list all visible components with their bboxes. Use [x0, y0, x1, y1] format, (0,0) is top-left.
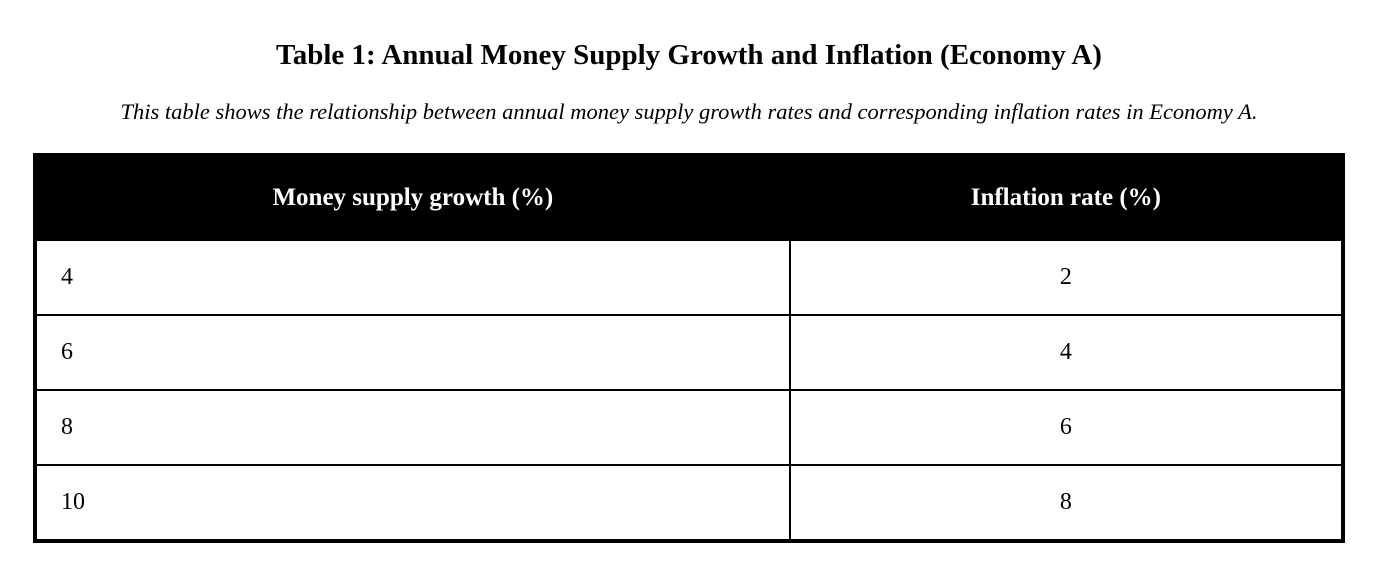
cell-money-supply-growth: 10 [34, 464, 791, 542]
table-caption: This table shows the relationship betwee… [120, 98, 1258, 124]
table-header-row: Money supply growth (%) Inflation rate (… [34, 154, 1345, 241]
table-row: 10 8 [34, 464, 1345, 542]
cell-money-supply-growth: 8 [34, 389, 791, 466]
table-title: Table 1: Annual Money Supply Growth and … [276, 39, 1102, 71]
cell-inflation-rate: 6 [788, 389, 1345, 466]
cell-inflation-rate: 8 [788, 464, 1345, 542]
table-row: 8 6 [34, 389, 1345, 466]
money-supply-inflation-table: Money supply growth (%) Inflation rate (… [33, 153, 1345, 543]
cell-inflation-rate: 2 [788, 239, 1345, 316]
column-header-money-supply-growth: Money supply growth (%) [34, 154, 791, 241]
column-header-inflation-rate: Inflation rate (%) [788, 154, 1345, 241]
table-row: 6 4 [34, 314, 1345, 391]
cell-money-supply-growth: 6 [34, 314, 791, 391]
cell-money-supply-growth: 4 [34, 239, 791, 316]
cell-inflation-rate: 4 [788, 314, 1345, 391]
table-row: 4 2 [34, 239, 1345, 316]
